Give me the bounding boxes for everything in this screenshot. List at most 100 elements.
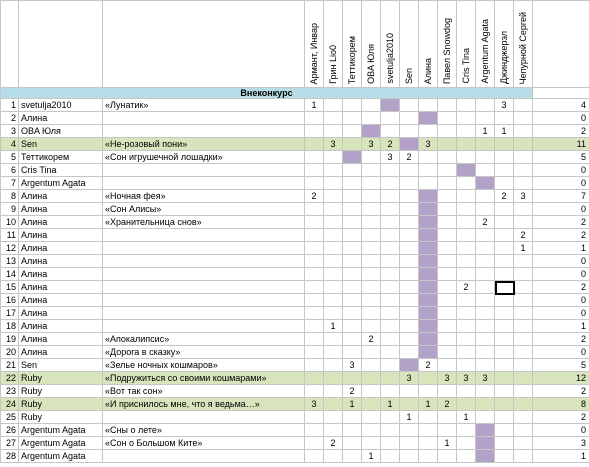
vote-cell xyxy=(380,202,400,216)
header-cell: Чепурной Сергей xyxy=(513,0,533,88)
selected-cell[interactable] xyxy=(494,280,515,295)
vote-cell: 3 xyxy=(342,358,362,372)
total-cell: 1 xyxy=(532,319,589,333)
total-cell: 11 xyxy=(532,137,589,151)
vote-cell xyxy=(323,124,343,138)
row-number: 8 xyxy=(0,189,19,203)
row-number: 6 xyxy=(0,163,19,177)
row-number: 3 xyxy=(0,124,19,138)
vote-cell: 2 xyxy=(304,189,324,203)
vote-cell xyxy=(513,137,533,151)
author-name: Алина xyxy=(18,332,103,346)
vote-cell xyxy=(380,215,400,229)
vote-cell xyxy=(456,423,476,437)
vote-cell xyxy=(323,241,343,255)
row-number: 25 xyxy=(0,410,19,424)
vote-cell xyxy=(475,267,495,281)
row-number: 18 xyxy=(0,319,19,333)
data-row: 16 Алина 0 xyxy=(0,293,589,307)
vote-cell xyxy=(304,241,324,255)
vote-cell xyxy=(456,150,476,164)
vote-cell xyxy=(437,384,457,398)
column-header: Sen xyxy=(404,67,414,84)
vote-cell xyxy=(437,98,457,112)
header-cell: Армант, Инвар xyxy=(304,0,324,88)
author-name: svetulja2010 xyxy=(18,98,103,112)
vote-cell xyxy=(342,436,362,450)
vote-cell xyxy=(437,176,457,190)
author-name: Алина xyxy=(18,241,103,255)
total-cell: 0 xyxy=(532,202,589,216)
author-name: Алина xyxy=(18,189,103,203)
vote-cell xyxy=(475,228,495,242)
vote-cell xyxy=(437,449,457,463)
vote-cell xyxy=(399,280,419,294)
vote-cell xyxy=(342,98,362,112)
header-cell: Павел Snowdog xyxy=(437,0,457,88)
vote-cell xyxy=(304,306,324,320)
vote-cell xyxy=(494,137,514,151)
vote-cell xyxy=(513,98,533,112)
vote-cell xyxy=(304,267,324,281)
vote-cell xyxy=(494,358,514,372)
vote-cell xyxy=(494,228,514,242)
vote-cell xyxy=(399,449,419,463)
vote-cell xyxy=(513,202,533,216)
vote-cell xyxy=(494,202,514,216)
header-cell: Грин Lio0 xyxy=(323,0,343,88)
row-number: 10 xyxy=(0,215,19,229)
header-cell: Cris Tina xyxy=(456,0,476,88)
vote-cell: 3 xyxy=(494,98,514,112)
vote-cell xyxy=(361,436,381,450)
total-cell: 2 xyxy=(532,215,589,229)
data-row: 5 Теттикорем «Сон игрушечной лошадки» 3 2 5 xyxy=(0,150,589,164)
vote-cell xyxy=(494,176,514,190)
vote-cell xyxy=(437,202,457,216)
header-cell xyxy=(18,0,103,88)
vote-cell xyxy=(323,397,343,411)
vote-cell xyxy=(456,306,476,320)
vote-cell xyxy=(437,150,457,164)
column-header: Алина xyxy=(423,57,433,84)
vote-cell xyxy=(323,449,343,463)
vote-cell xyxy=(494,111,514,125)
row-number: 4 xyxy=(0,137,19,151)
row-number: 14 xyxy=(0,267,19,281)
vote-cell: 1 xyxy=(418,397,438,411)
vote-cell xyxy=(494,267,514,281)
section-row: Внеконкурс xyxy=(0,87,589,99)
vote-cell xyxy=(418,306,438,320)
vote-cell xyxy=(437,319,457,333)
row-number: 11 xyxy=(0,228,19,242)
data-row: 11 Алина 2 2 xyxy=(0,228,589,242)
vote-cell xyxy=(323,150,343,164)
data-row: 1 svetulja2010 «Лунатик» 1 3 4 xyxy=(0,98,589,112)
vote-cell xyxy=(380,371,400,385)
vote-cell xyxy=(418,280,438,294)
vote-cell xyxy=(380,345,400,359)
vote-cell xyxy=(418,254,438,268)
vote-cell xyxy=(418,436,438,450)
vote-cell xyxy=(456,267,476,281)
vote-cell xyxy=(361,111,381,125)
vote-cell xyxy=(513,163,533,177)
vote-cell xyxy=(361,254,381,268)
vote-cell xyxy=(361,358,381,372)
column-header: Argentum Agata xyxy=(480,19,490,84)
vote-cell xyxy=(437,280,457,294)
vote-cell xyxy=(361,423,381,437)
vote-cell xyxy=(475,358,495,372)
data-row: 15 Алина 2 2 xyxy=(0,280,589,294)
total-cell: 0 xyxy=(532,423,589,437)
header-cell: OBA Юля xyxy=(361,0,381,88)
total-cell: 8 xyxy=(532,397,589,411)
vote-cell xyxy=(323,189,343,203)
vote-cell xyxy=(475,319,495,333)
row-number: 15 xyxy=(0,280,19,294)
vote-cell xyxy=(399,202,419,216)
author-name: Алина xyxy=(18,202,103,216)
vote-cell xyxy=(437,189,457,203)
total-cell: 0 xyxy=(532,306,589,320)
vote-cell xyxy=(456,332,476,346)
author-name: Теттикорем xyxy=(18,150,103,164)
